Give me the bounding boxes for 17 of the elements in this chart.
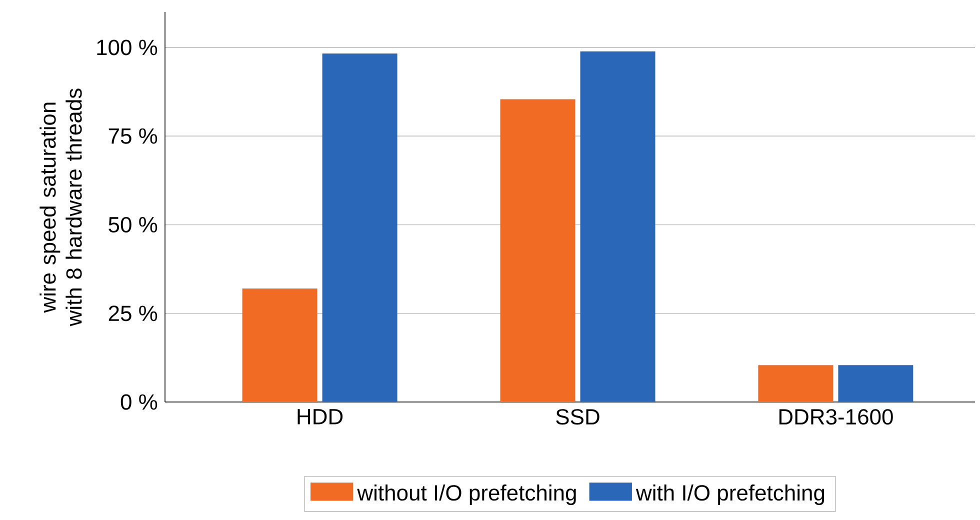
legend-label: with I/O prefetching [636,484,824,505]
bar [322,53,398,402]
y-tick-label: 0 % [120,394,158,410]
x-tick-label: HDD [298,409,343,424]
bar [838,365,914,402]
y-tick-label: 25 % [108,306,158,322]
y-axis-title: wire speed saturation with 8 hardware threads [40,88,82,326]
bar [580,51,656,402]
y-tick-label: 75 % [108,128,158,144]
y-tick-label: 50 % [108,216,158,233]
legend-label: without I/O prefetching [357,484,576,505]
bar [500,99,576,402]
bar [242,288,318,402]
x-tick-label: DDR3-1600 [779,409,893,425]
x-tick-label: SSD [556,409,600,425]
bar [758,365,834,402]
y-tick-label: 100 % [97,40,158,56]
